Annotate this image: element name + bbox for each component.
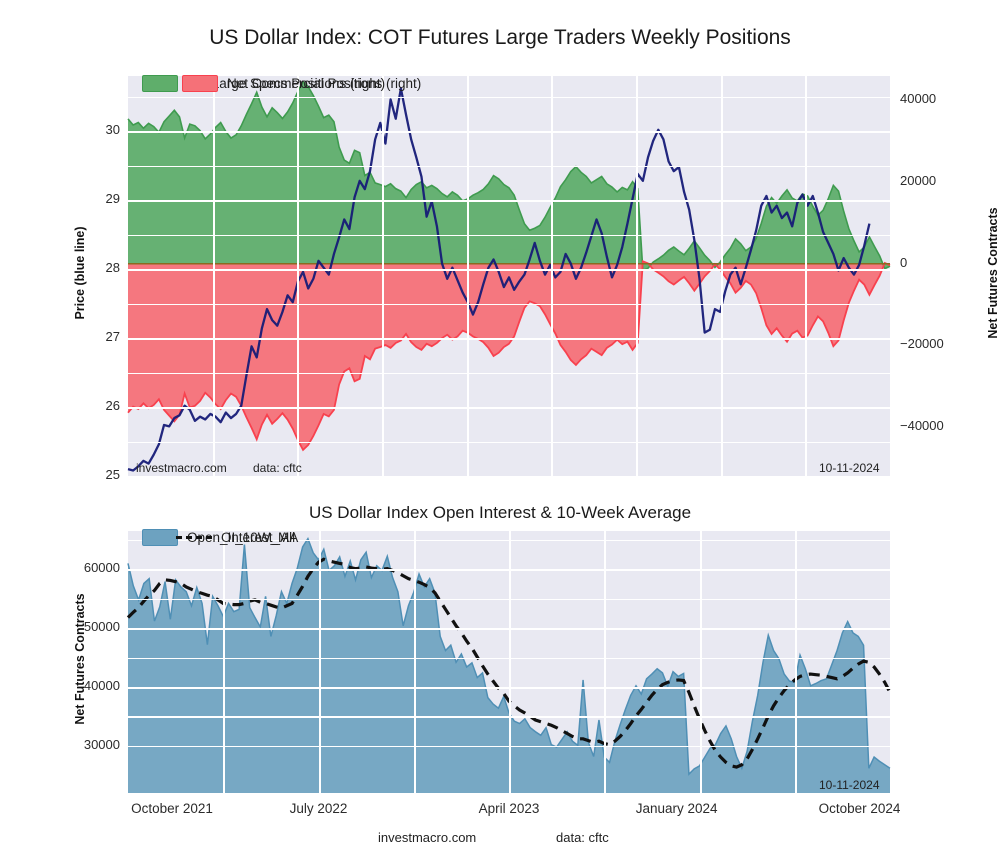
chart1-left-tick: 25 xyxy=(105,467,120,482)
chart2-x-tick: April 2023 xyxy=(478,801,540,816)
chart2-y-tick: 50000 xyxy=(83,619,120,635)
chart1-right-axis-label: Net Futures Contracts xyxy=(986,207,1000,339)
legend-item-net-commercial[interactable]: Net Commercial Positions (right) xyxy=(182,74,422,92)
chart2-x-tick: October 2024 xyxy=(818,801,901,816)
chart1-right-tick: 20000 xyxy=(900,173,937,189)
chart2-y-tick: 30000 xyxy=(83,736,120,752)
chart1-svg xyxy=(127,80,891,472)
legend-swatch-specs xyxy=(142,74,178,92)
legend-dash-line-ma xyxy=(176,535,212,539)
chart1-left-axis-label: Price (blue line) xyxy=(73,226,87,320)
chart2-x-tick: July 2022 xyxy=(289,801,348,816)
legend-item-net-large-specs[interactable]: Net Large Specs Positions (right) xyxy=(142,74,386,92)
chart1-left-tick: 26 xyxy=(105,398,120,414)
legend-label-open-interest: Open_Interest_All xyxy=(187,529,296,545)
legend-swatch-open-interest xyxy=(142,528,178,546)
chart1-source: data: cftc xyxy=(253,461,302,475)
chart2-date-stamp: 10-11-2024 xyxy=(819,778,880,792)
chart1-left-tick: 28 xyxy=(105,260,120,276)
chart1-right-tick: −40000 xyxy=(900,418,944,434)
chart2-x-tick: January 2024 xyxy=(635,801,718,816)
chart2-y-tick: 60000 xyxy=(83,560,120,576)
chart1-right-tick: −20000 xyxy=(900,336,944,352)
chart1-right-tick: 0 xyxy=(900,254,908,270)
chart2-y-axis-label: Net Futures Contracts xyxy=(73,593,87,725)
legend-label-ma: OI_10W_MA xyxy=(221,529,299,545)
chart1-plot-area xyxy=(127,76,891,478)
chart1-title: US Dollar Index: COT Futures Large Trade… xyxy=(209,26,791,49)
chart1-left-tick: 30 xyxy=(105,122,120,138)
footer-site: investmacro.com xyxy=(378,830,477,845)
footer-source: data: cftc xyxy=(556,830,609,845)
chart1-watermark: investmacro.com xyxy=(136,461,227,475)
chart2-title: US Dollar Index Open Interest & 10-Week … xyxy=(308,503,692,522)
chart1-left-tick: 27 xyxy=(105,329,120,345)
chart2-x-tick: October 2021 xyxy=(131,801,213,816)
legend-label-specs: Net Large Specs Positions (right) xyxy=(187,75,386,91)
chart2-y-tick: 40000 xyxy=(83,678,120,694)
chart1-date-stamp: 10-11-2024 xyxy=(819,461,880,475)
legend-label-commercial: Net Commercial Positions (right) xyxy=(227,75,422,91)
legend-item-ma[interactable]: OI_10W_MA xyxy=(176,530,298,545)
chart2-plot-area xyxy=(126,531,892,793)
chart1-left-tick: 29 xyxy=(105,191,120,207)
legend-swatch-commercial xyxy=(182,74,218,92)
chart1-right-tick: 40000 xyxy=(900,91,937,107)
